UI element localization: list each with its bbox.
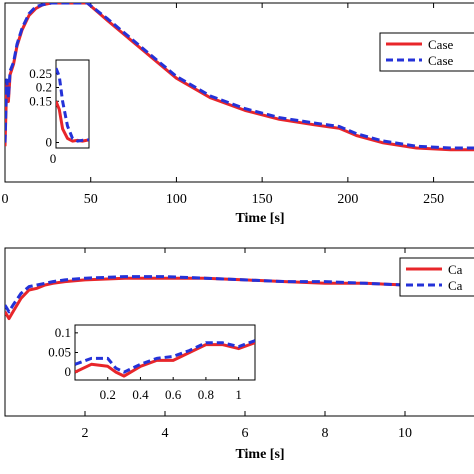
x-tick-label: 250 xyxy=(423,192,444,207)
inset-x-tick-label: 0.4 xyxy=(132,387,149,402)
inset-y-tick-label: 0.2 xyxy=(36,80,52,95)
legend-label-2: Ca xyxy=(448,278,463,293)
inset-x-tick-label: 0.8 xyxy=(198,387,214,402)
x-tick-label: 2 xyxy=(82,426,89,441)
inset-series-line-2 xyxy=(56,67,89,143)
inset-y-tick-label: 0 xyxy=(46,135,53,150)
inset-series-group xyxy=(75,339,255,378)
inset-y-tick-label: 0.1 xyxy=(55,325,71,340)
series-line-2 xyxy=(5,275,474,314)
inset-series-line-1 xyxy=(75,341,255,378)
x-tick-label: 4 xyxy=(162,426,169,441)
x-tick-label: 50 xyxy=(84,192,98,207)
inset-plot: 0.250.20.15 00 xyxy=(29,59,90,166)
x-tick-label: 6 xyxy=(242,426,249,441)
series-line-1 xyxy=(5,276,474,321)
inset-y-tick-label: 0.05 xyxy=(48,345,71,360)
legend-label-1: Ca xyxy=(448,262,463,277)
x-tick-label: 100 xyxy=(166,192,187,207)
legend-box xyxy=(379,32,474,72)
legend-label-1: Case xyxy=(428,37,454,52)
x-tick-label: 150 xyxy=(252,192,273,207)
x-tick-label: 8 xyxy=(322,426,329,441)
series-group xyxy=(5,3,474,152)
inset-plot: 0.1 0.05 0 0.2 0.4 0.6 0.8 1 xyxy=(48,324,256,402)
inset-x-tick-label: 0 xyxy=(50,151,57,166)
x-axis-label: Time [s] xyxy=(235,211,284,226)
inset-x-tick-label: 0.2 xyxy=(100,387,116,402)
inset-series-group xyxy=(56,67,89,143)
inset-y-tick-label: 0 xyxy=(65,364,72,379)
inset-y-tick-label: 0.25 xyxy=(29,66,52,81)
x-axis-label: Time [s] xyxy=(235,447,284,462)
x-tick-label: 10 xyxy=(398,426,412,441)
legend-box xyxy=(399,257,474,297)
x-tick-label: 0 xyxy=(2,192,9,207)
series-line-2 xyxy=(5,3,474,150)
inset-x-tick-label: 0.6 xyxy=(165,387,182,402)
x-tick-label: 200 xyxy=(337,192,358,207)
series-group xyxy=(5,275,474,321)
inset-x-tick-label: 1 xyxy=(235,387,242,402)
inset-frame xyxy=(74,324,256,381)
inset-series-line-2 xyxy=(75,339,255,374)
inset-y-tick-label: 0.15 xyxy=(29,93,52,108)
legend-label-2: Case xyxy=(428,53,454,68)
